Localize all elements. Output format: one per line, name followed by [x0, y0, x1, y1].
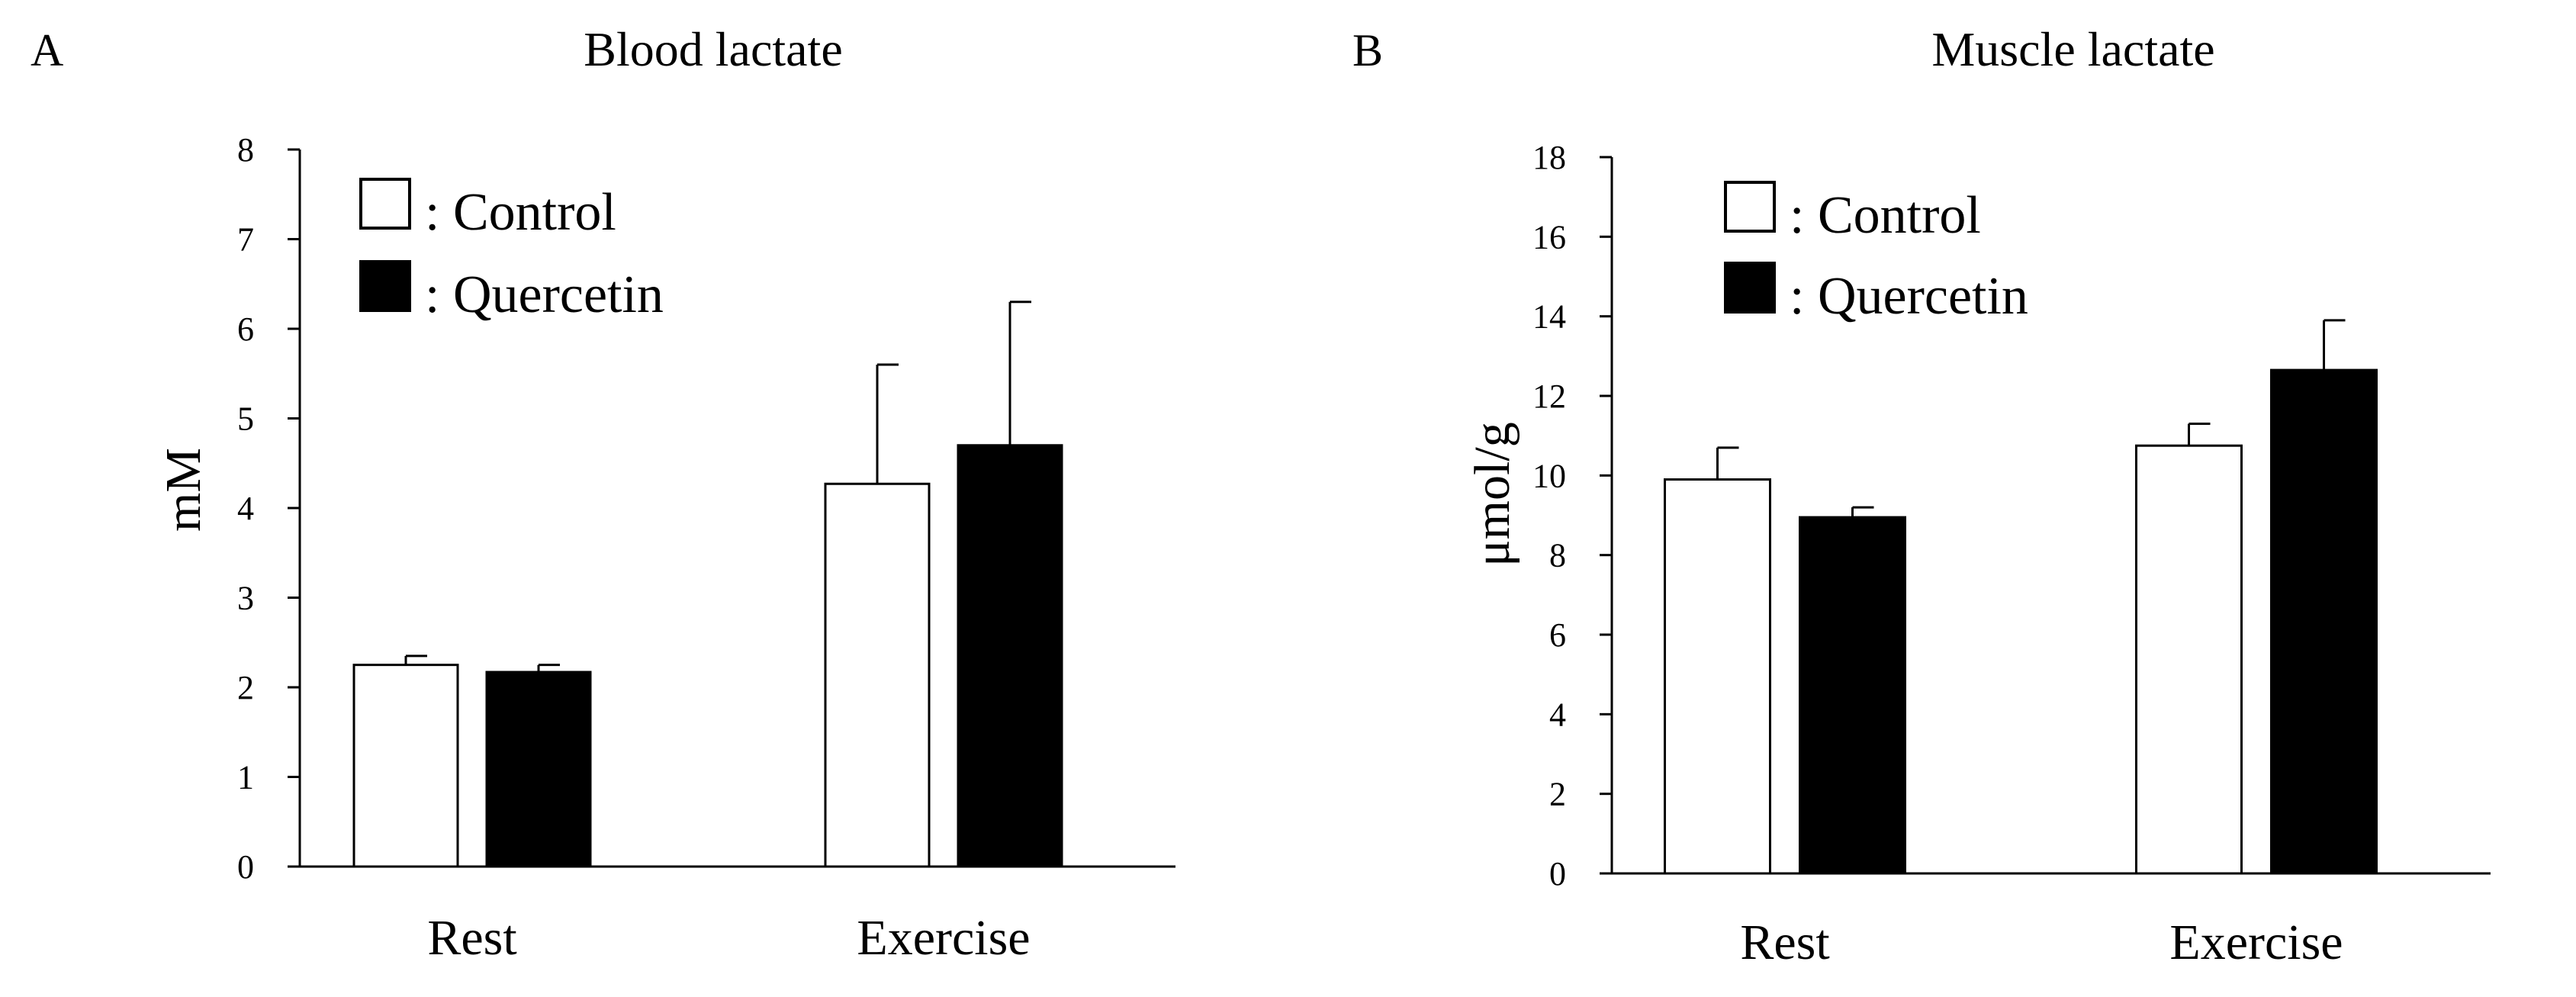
panel-b-bar-quercetin-rest: [1799, 516, 1906, 875]
panel-a-legend-swatch-quercetin: [359, 260, 411, 312]
panel-a-plot-area: 0 1 2 3 4 5 6 7 8 Rest Exercise : Control : Querceti…: [237, 131, 1175, 966]
panel-b-y-tick-label: 2: [1549, 776, 1566, 813]
panel-b-bar-quercetin-exercise: [2270, 368, 2378, 875]
panel-a-bar-control-rest: [352, 664, 459, 868]
panel-a-title: Blood lactate: [584, 22, 842, 76]
panel-b-y-tick-label: 6: [1549, 616, 1566, 654]
panel-b-letter: B: [1352, 25, 1383, 76]
panel-a-y-tick-label: 4: [237, 490, 254, 527]
panel-a-legend: : Control : Quercetin: [359, 178, 664, 324]
panel-a-y-tick-label: 7: [237, 221, 254, 259]
panel-a-y-tick-label: 5: [237, 400, 254, 438]
panel-b-legend-swatch-control: [1724, 181, 1776, 233]
panel-b-y-tick-label: 10: [1532, 457, 1566, 494]
panel-a-legend-label-quercetin: : Quercetin: [425, 265, 664, 324]
panel-b-y-axis-label: μmol/g: [1465, 422, 1520, 566]
panel-b-y-tick-label: 16: [1532, 218, 1566, 256]
panel-a-y-tick-label: 3: [237, 580, 254, 617]
panel-b-y-tick-label: 12: [1532, 378, 1566, 415]
panel-a-category-label-exercise: Exercise: [857, 910, 1030, 966]
panel-a-bar-quercetin-rest: [485, 671, 592, 868]
panel-b: B Muscle lactate μmol/g 0 2 4 6 8 10 12 14 16 18 R…: [1352, 22, 2491, 970]
panel-a-y-tick-label: 0: [237, 848, 254, 886]
panel-b-legend: : Control : Quercetin: [1724, 181, 2028, 326]
panel-b-y-tick-label: 0: [1549, 855, 1566, 892]
panel-a-y-tick-label: 1: [237, 759, 254, 796]
panel-a-bar-control-exercise: [824, 482, 931, 868]
panel-a-letter: A: [31, 25, 63, 76]
panel-a-y-tick-label: 8: [237, 131, 254, 169]
panel-b-legend-label-control: : Control: [1790, 186, 1981, 245]
panel-a-legend-label-control: : Control: [425, 183, 616, 242]
panel-b-title: Muscle lactate: [1931, 22, 2214, 76]
panel-b-legend-label-quercetin: : Quercetin: [1790, 267, 2028, 326]
panel-b-legend-swatch-quercetin: [1724, 262, 1776, 314]
panel-b-y-tick-label: 4: [1549, 696, 1566, 733]
panel-b-bar-control-rest: [1664, 478, 1771, 875]
panel-a-bar-quercetin-exercise: [957, 444, 1063, 868]
panel-b-category-label-exercise: Exercise: [2169, 915, 2343, 970]
panel-a-y-tick-label: 6: [237, 310, 254, 348]
panel-a: A Blood lactate mM 0 1 2 3 4 5 6 7 8 Rest Exercise…: [31, 22, 1175, 966]
panel-b-plot-area: 0 2 4 6 8 10 12 14 16 18 Rest Exercise : Control : Qu…: [1532, 139, 2491, 970]
panel-a-y-tick-label: 2: [237, 669, 254, 706]
panel-b-y-tick-label: 18: [1532, 139, 1566, 176]
panel-b-y-tick-label: 8: [1549, 537, 1566, 574]
panel-b-bar-control-exercise: [2135, 444, 2243, 875]
panel-a-y-axis-label: mM: [156, 448, 211, 532]
panel-a-legend-swatch-control: [359, 178, 411, 230]
panel-b-y-tick-label: 14: [1532, 298, 1566, 336]
panel-b-category-label-rest: Rest: [1740, 915, 1829, 970]
panel-a-category-label-rest: Rest: [427, 910, 516, 966]
